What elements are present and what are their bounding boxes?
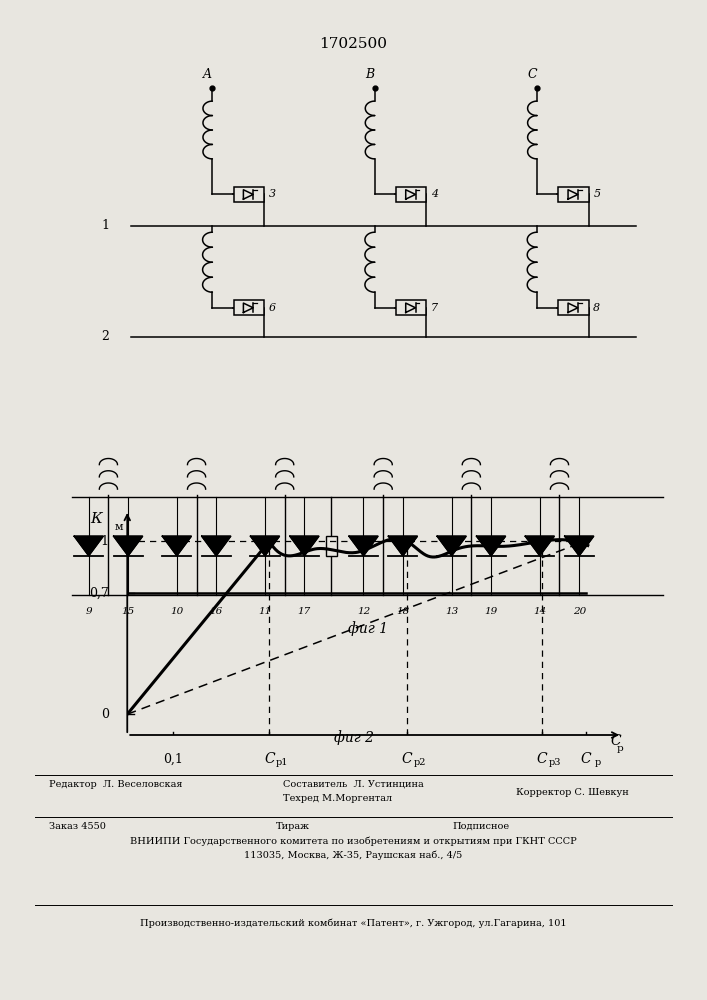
Text: фиг 1: фиг 1 bbox=[348, 621, 387, 636]
Polygon shape bbox=[437, 536, 466, 556]
Polygon shape bbox=[250, 536, 279, 556]
Polygon shape bbox=[565, 536, 594, 556]
Bar bbox=[326, 536, 337, 556]
Polygon shape bbox=[525, 536, 554, 556]
Text: ВНИИПИ Государственного комитета по изобретениям и открытиям при ГКНТ СССР: ВНИИПИ Государственного комитета по изоб… bbox=[130, 836, 577, 846]
Text: Техред М.Моргентал: Техред М.Моргентал bbox=[283, 794, 392, 803]
Polygon shape bbox=[349, 536, 378, 556]
Text: С: С bbox=[580, 752, 591, 766]
Text: 16: 16 bbox=[209, 607, 223, 616]
Text: фиг 2: фиг 2 bbox=[334, 730, 373, 745]
Text: м: м bbox=[115, 522, 123, 532]
Text: р3: р3 bbox=[549, 758, 561, 767]
Bar bbox=[234, 187, 264, 202]
Text: 11: 11 bbox=[258, 607, 271, 616]
Text: 8: 8 bbox=[593, 303, 600, 313]
Text: 19: 19 bbox=[484, 607, 498, 616]
Text: 0: 0 bbox=[101, 708, 109, 721]
Polygon shape bbox=[114, 536, 143, 556]
Text: A: A bbox=[203, 68, 212, 81]
Text: C: C bbox=[527, 68, 537, 81]
Bar bbox=[559, 187, 589, 202]
Text: С: С bbox=[264, 752, 274, 766]
Text: Заказ 4550: Заказ 4550 bbox=[49, 822, 106, 831]
Polygon shape bbox=[388, 536, 417, 556]
Text: 10: 10 bbox=[170, 607, 184, 616]
Text: С: С bbox=[610, 734, 621, 748]
Text: 1702500: 1702500 bbox=[320, 37, 387, 51]
Text: 14: 14 bbox=[533, 607, 547, 616]
Text: 5: 5 bbox=[593, 189, 600, 199]
Bar bbox=[234, 300, 264, 315]
Text: 1: 1 bbox=[101, 219, 109, 232]
Text: С: С bbox=[402, 752, 412, 766]
Text: 0,1: 0,1 bbox=[163, 752, 183, 765]
Text: Составитель  Л. Устинцина: Составитель Л. Устинцина bbox=[283, 780, 423, 789]
Text: 0,7: 0,7 bbox=[89, 587, 109, 600]
Text: р: р bbox=[595, 758, 602, 767]
Bar bbox=[559, 300, 589, 315]
Text: 20: 20 bbox=[573, 607, 586, 616]
Text: 3: 3 bbox=[269, 189, 276, 199]
Text: Тираж: Тираж bbox=[276, 822, 310, 831]
Text: 4: 4 bbox=[431, 189, 438, 199]
Text: 2: 2 bbox=[101, 330, 109, 343]
Bar bbox=[396, 300, 426, 315]
Text: 17: 17 bbox=[298, 607, 311, 616]
Text: 18: 18 bbox=[396, 607, 409, 616]
Text: 113035, Москва, Ж-35, Раушская наб., 4/5: 113035, Москва, Ж-35, Раушская наб., 4/5 bbox=[245, 850, 462, 859]
Text: 6: 6 bbox=[269, 303, 276, 313]
Text: B: B bbox=[366, 68, 375, 81]
Text: 1: 1 bbox=[101, 535, 109, 548]
Polygon shape bbox=[201, 536, 230, 556]
Text: р2: р2 bbox=[414, 758, 426, 767]
Polygon shape bbox=[290, 536, 319, 556]
Text: 7: 7 bbox=[431, 303, 438, 313]
Polygon shape bbox=[74, 536, 103, 556]
Text: 13: 13 bbox=[445, 607, 458, 616]
Text: 12: 12 bbox=[357, 607, 370, 616]
Bar bbox=[396, 187, 426, 202]
Text: р: р bbox=[617, 744, 624, 753]
Text: Корректор С. Шевкун: Корректор С. Шевкун bbox=[516, 788, 629, 797]
Polygon shape bbox=[163, 536, 192, 556]
Text: Производственно-издательский комбинат «Патент», г. Ужгород, ул.Гагарина, 101: Производственно-издательский комбинат «П… bbox=[140, 918, 567, 928]
Text: 15: 15 bbox=[122, 607, 135, 616]
Text: Редактор  Л. Веселовская: Редактор Л. Веселовская bbox=[49, 780, 183, 789]
Text: К: К bbox=[90, 512, 102, 526]
Text: Подписное: Подписное bbox=[452, 822, 510, 831]
Text: 9: 9 bbox=[86, 607, 92, 616]
Text: р1: р1 bbox=[276, 758, 288, 767]
Text: С: С bbox=[537, 752, 547, 766]
Polygon shape bbox=[477, 536, 506, 556]
